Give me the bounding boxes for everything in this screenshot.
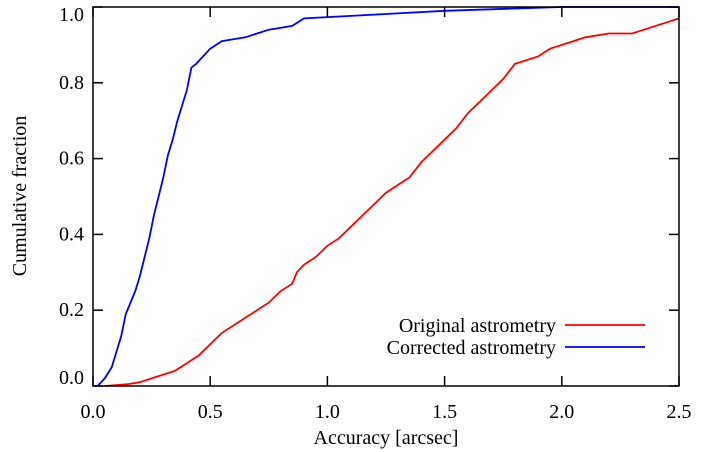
y-tick-label: 0.2	[59, 299, 84, 321]
y-tick-label: 0.8	[59, 72, 84, 94]
series-line	[104, 17, 680, 387]
y-tick-label: 0.6	[59, 148, 84, 170]
plot-frame	[92, 6, 680, 387]
x-tick-label: 1.0	[315, 401, 340, 423]
series-line	[97, 6, 679, 387]
legend-label: Original astrometry	[399, 315, 556, 337]
x-tick-label: 2.5	[667, 401, 692, 423]
legend-label: Corrected astrometry	[387, 337, 556, 359]
x-tick-label: 0.0	[81, 401, 106, 423]
x-tick-label: 1.5	[432, 401, 457, 423]
x-tick-label: 0.5	[198, 401, 223, 423]
x-axis-label: Accuracy [arcsec]	[314, 427, 459, 449]
y-axis-label: Cumulative fraction	[9, 116, 31, 277]
y-tick-label: 1.0	[59, 4, 84, 26]
y-tick-label: 0.4	[59, 223, 84, 245]
x-tick-label: 2.0	[549, 401, 574, 423]
y-tick-label: 0.0	[59, 367, 84, 389]
